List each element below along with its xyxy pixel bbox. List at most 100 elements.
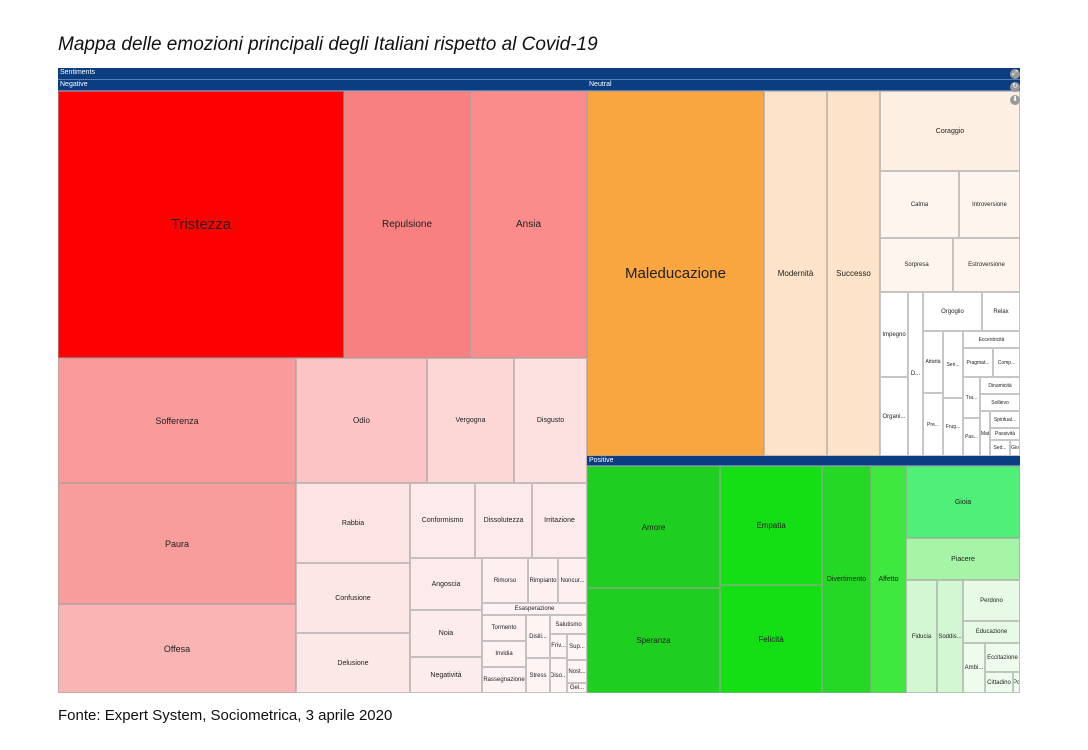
treemap-cell-neutral[interactable]: Sed...	[990, 440, 1010, 456]
treemap-cell-negative[interactable]: Nost...	[567, 660, 587, 683]
treemap-cell-negative[interactable]: Dissolutezza	[475, 483, 532, 558]
treemap-cell-neutral[interactable]: Attività	[923, 331, 943, 393]
treemap-cell-negative[interactable]: Rassegnazione	[482, 667, 526, 693]
treemap-cell-positive[interactable]: Gioia	[906, 466, 1020, 538]
cell-label: Noncur...	[560, 577, 585, 584]
treemap-cell-neutral[interactable]: Pragmat...	[963, 348, 993, 377]
treemap-cell-neutral[interactable]: Mat	[980, 411, 990, 456]
treemap-cell-neutral[interactable]: Gio	[1010, 440, 1020, 456]
treemap-cell-negative[interactable]: Vergogna	[427, 358, 514, 483]
treemap-cell-neutral[interactable]: Introversione	[959, 171, 1020, 238]
treemap-cell-negative[interactable]: Offesa	[58, 604, 296, 693]
treemap-cell-positive[interactable]: Eccitazione	[985, 643, 1020, 672]
treemap-cell-neutral[interactable]: Coraggio	[880, 91, 1020, 171]
treemap-cell-neutral[interactable]: Organi...	[880, 377, 908, 456]
treemap-cell-neutral[interactable]: Comp...	[993, 348, 1020, 377]
treemap-cell-positive[interactable]: Affetto	[871, 466, 906, 693]
group-header-negative[interactable]: Negative	[58, 80, 587, 91]
treemap-cell-negative[interactable]: Paura	[58, 483, 296, 604]
group-header-positive[interactable]: Positive	[587, 456, 1020, 466]
cell-label: Divertimento	[826, 576, 867, 583]
treemap-cell-negative[interactable]: Repulsione	[344, 91, 470, 358]
treemap-cell-negative[interactable]: Odio	[296, 358, 427, 483]
treemap-cell-neutral[interactable]: Orgoglio	[923, 292, 982, 331]
treemap-cell-neutral[interactable]: Spiritual...	[990, 411, 1020, 428]
treemap-cell-negative[interactable]: Rimpianto	[528, 558, 558, 603]
treemap-cell-neutral[interactable]: Sollievo	[980, 394, 1020, 411]
treemap-cell-negative[interactable]: Rabbia	[296, 483, 410, 563]
treemap-cell-neutral[interactable]: Relax	[982, 292, 1020, 331]
treemap-cell-negative[interactable]: Delusione	[296, 633, 410, 693]
treemap-cell-positive[interactable]: Pc	[1013, 672, 1020, 693]
treemap-cell-negative[interactable]: Gel...	[567, 683, 587, 693]
cell-label: Stress	[529, 672, 547, 679]
expand-icon[interactable]: ⤢	[1010, 69, 1020, 79]
treemap-cell-negative[interactable]: Irritazione	[532, 483, 587, 558]
treemap-cell-negative[interactable]: Esasperazione	[482, 603, 587, 615]
treemap-cell-negative[interactable]: Sup...	[567, 634, 587, 660]
treemap-cell-neutral[interactable]: Pas...	[963, 418, 980, 456]
cell-label: Soddis...	[938, 633, 962, 640]
treemap-cell-neutral[interactable]: Frug...	[943, 398, 963, 456]
treemap-cell-positive[interactable]: Cittadino	[985, 672, 1013, 693]
treemap-cell-negative[interactable]: Confusione	[296, 563, 410, 633]
download-icon[interactable]: ⬇	[1010, 95, 1020, 105]
treemap-cell-negative[interactable]: Disili...	[526, 615, 550, 658]
treemap-cell-neutral[interactable]: Impegno	[880, 292, 908, 377]
treemap-cell-negative[interactable]: Sofferenza	[58, 358, 296, 483]
treemap-cell-negative[interactable]: Tormento	[482, 615, 526, 641]
treemap-cell-negative[interactable]: Noncur...	[558, 558, 587, 603]
cell-label: Delusione	[337, 659, 369, 667]
treemap-cell-neutral[interactable]: Estroversione	[953, 238, 1020, 292]
treemap-cell-neutral[interactable]: Dinamicità	[980, 377, 1020, 394]
treemap-cell-negative[interactable]: Conformismo	[410, 483, 475, 558]
treemap-cell-positive[interactable]: Perdono	[963, 580, 1020, 621]
cell-label: Frug...	[945, 424, 961, 430]
treemap-cell-neutral[interactable]: Eccentricità	[963, 331, 1020, 348]
reset-icon[interactable]: ↻	[1010, 82, 1020, 92]
cell-label: Maleducazione	[625, 265, 726, 282]
treemap-cell-positive[interactable]: Divertimento	[822, 466, 871, 693]
treemap-cell-negative[interactable]: Negatività	[410, 657, 482, 693]
root-header[interactable]: Sentiments	[58, 68, 1020, 80]
treemap-cell-neutral[interactable]: D...	[908, 292, 923, 456]
treemap-cell-negative[interactable]: Friv...	[550, 634, 567, 658]
treemap-cell-neutral[interactable]: Successo	[827, 91, 880, 456]
treemap-cell-negative[interactable]: Ansia	[470, 91, 587, 358]
cell-label: Noia	[438, 630, 454, 637]
treemap-cell-neutral[interactable]: Passività	[990, 428, 1020, 440]
treemap-cell-positive[interactable]: Empatia	[720, 466, 822, 585]
treemap-cell-positive[interactable]: Piacere	[906, 538, 1020, 580]
chart-title: Mappa delle emozioni principali degli It…	[58, 34, 598, 55]
treemap-cell-neutral[interactable]: Sorpresa	[880, 238, 953, 292]
treemap-cell-positive[interactable]: Ambi...	[963, 643, 985, 693]
cell-label: Disgusto	[536, 417, 565, 424]
treemap-cell-negative[interactable]: Noia	[410, 610, 482, 657]
treemap-cell-neutral[interactable]: Seri...	[943, 331, 963, 398]
treemap-cell-negative[interactable]: Angoscia	[410, 558, 482, 610]
cell-label: Sofferenza	[155, 415, 199, 426]
treemap-cell-negative[interactable]: Stress	[526, 658, 550, 693]
cell-label: Ambi...	[964, 665, 984, 671]
treemap-cell-neutral[interactable]: Calma	[880, 171, 959, 238]
treemap-cell-negative[interactable]: Invidia	[482, 641, 526, 667]
treemap-cell-negative[interactable]: Disgusto	[514, 358, 587, 483]
cell-label: Attività	[925, 359, 941, 365]
treemap-cell-neutral[interactable]: Modernità	[764, 91, 827, 456]
treemap-cell-positive[interactable]: Felicità	[720, 585, 822, 693]
treemap-cell-negative[interactable]: Salutismo	[550, 615, 587, 634]
treemap-cell-negative[interactable]: Diso...	[550, 658, 567, 693]
treemap-cell-positive[interactable]: Educazione	[963, 621, 1020, 643]
treemap-cell-positive[interactable]: Amore	[587, 466, 720, 588]
treemap-cell-positive[interactable]: Fiducia	[906, 580, 937, 693]
group-header-neutral[interactable]: Neutral	[587, 80, 1020, 91]
treemap-cell-neutral[interactable]: Pre...	[923, 393, 943, 456]
treemap-cell-neutral[interactable]: Maleducazione	[587, 91, 764, 456]
treemap-cell-positive[interactable]: Speranza	[587, 588, 720, 693]
cell-label: Eccitazione	[987, 654, 1018, 661]
treemap-cell-neutral[interactable]: Tra...	[963, 377, 980, 418]
cell-label: Affetto	[878, 576, 899, 583]
treemap-cell-negative[interactable]: Tristezza	[58, 91, 344, 358]
treemap-cell-negative[interactable]: Rimorso	[482, 558, 528, 603]
treemap-cell-positive[interactable]: Soddis...	[937, 580, 963, 693]
